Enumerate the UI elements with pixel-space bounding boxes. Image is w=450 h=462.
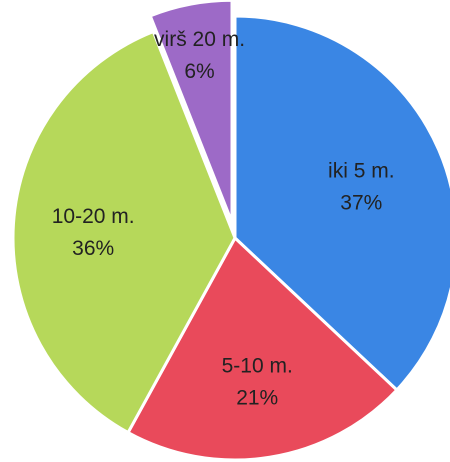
pie-slice-10-20-m <box>11 29 237 435</box>
slice-value-label: 6% <box>184 60 214 83</box>
slice-value-label: 21% <box>236 386 278 409</box>
slice-category-label: virš 20 m. <box>154 28 245 51</box>
slice-value-label: 36% <box>72 237 114 260</box>
slice-value-label: 37% <box>340 191 382 214</box>
pie-slice-5-10-m <box>126 235 399 462</box>
pie-slice-vir-20-m <box>148 0 234 223</box>
slice-category-label: iki 5 m. <box>328 159 395 182</box>
slice-category-label: 5-10 m. <box>222 354 293 377</box>
pie-slices <box>11 0 450 462</box>
slice-category-label: 10-20 m. <box>52 205 135 228</box>
pie-labels: iki 5 m. 37% 5-10 m. 21% 10-20 m. 36% virš 20 … <box>52 28 395 409</box>
pie-slice-iki-5-m <box>233 14 450 393</box>
